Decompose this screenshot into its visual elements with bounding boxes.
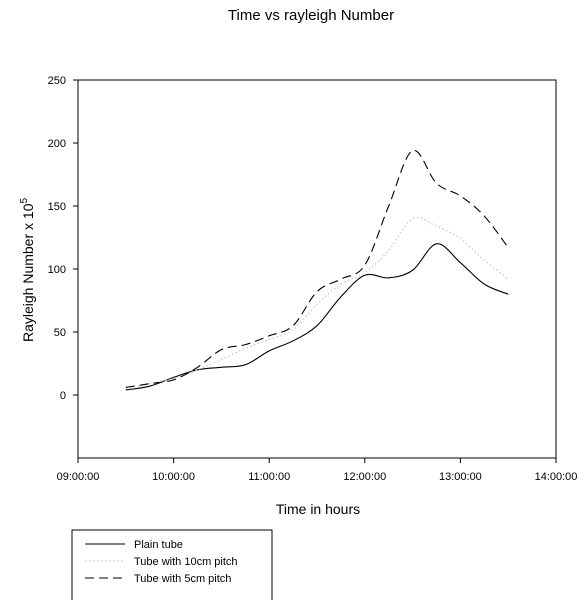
y-tick-label: 0 — [60, 390, 66, 402]
x-tick-label: 09:00:00 — [57, 471, 100, 483]
legend: Plain tube Tube with 10cm pitch Tube with … — [71, 529, 273, 600]
x-tick-label: 13:00:00 — [439, 471, 482, 483]
y-tick-label: 50 — [54, 327, 66, 339]
y-tick-label: 150 — [48, 201, 66, 213]
y-tick-label: 200 — [48, 138, 66, 150]
legend-box — [71, 529, 273, 600]
y-tick-label: 250 — [48, 75, 66, 87]
legend-items: Plain tube Tube with 10cm pitch Tube with … — [85, 539, 238, 585]
x-tick-label: 14:00:00 — [535, 471, 578, 483]
legend-label: Tube with 10cm pitch — [134, 556, 238, 568]
series-line-tube-with-5cm-pitch — [125, 149, 509, 388]
x-axis-ticks: 09:00:00 10:00:00 11:00:00 12:00:00 13:00:00… — [57, 458, 578, 483]
series-lines — [125, 149, 509, 391]
series-line-plain-tube — [125, 243, 509, 391]
legend-label: Tube with 5cm pitch — [134, 573, 231, 585]
y-axis-label-main: Rayleigh Number x 10 — [20, 203, 36, 342]
x-tick-label: 10:00:00 — [152, 471, 195, 483]
x-axis-label: Time in hours — [276, 501, 360, 517]
y-axis-label-exponent: 5 — [19, 198, 30, 204]
x-tick-label: 11:00:00 — [248, 471, 290, 483]
chart-title: Time vs rayleigh Number — [228, 7, 394, 24]
plot-frame — [77, 79, 557, 459]
series-line-tube-with-10cm-pitch — [125, 216, 509, 390]
y-axis-ticks: 0 50 100 150 200 250 — [48, 75, 78, 402]
x-tick-label: 12:00:00 — [343, 471, 386, 483]
y-axis-label: Rayleigh Number x 105 — [19, 198, 36, 343]
y-tick-label: 100 — [48, 264, 66, 276]
legend-label: Plain tube — [134, 539, 183, 551]
